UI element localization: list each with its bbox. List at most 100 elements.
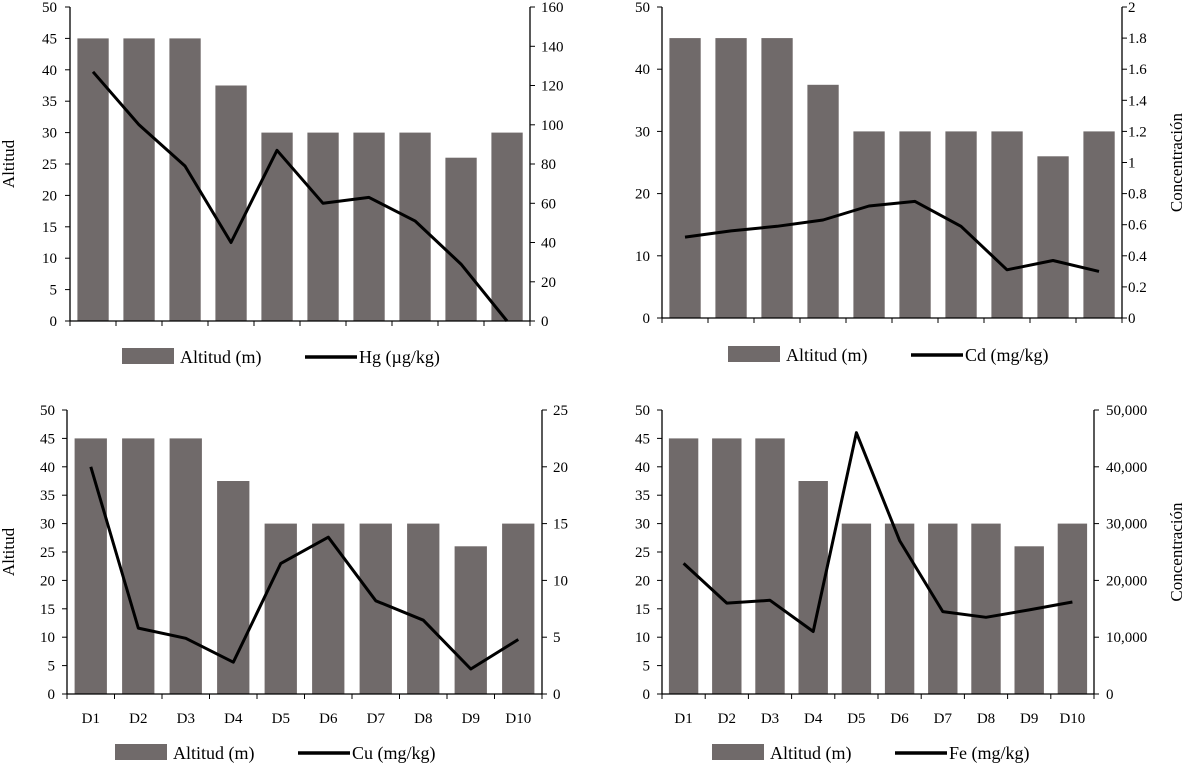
right-tick-label: 5 <box>553 630 561 646</box>
legend: Altitud (m) Cu (mg/kg) <box>115 743 436 764</box>
legend-label-bar: Altitud (m) <box>786 345 868 366</box>
x-tick-label-D3: D3 <box>177 711 195 727</box>
x-tick-label-D8: D8 <box>977 711 995 727</box>
chart-panel-4: D1 D2 D3 D4 D5 D6 D7 D8 D9 D10 0 5 10 15 20 25 30 35 40 45 5… <box>635 403 1186 764</box>
right-tick-label: 40,000 <box>1106 460 1147 476</box>
left-tick-label: 30 <box>42 126 57 142</box>
left-tick-label: 0 <box>643 311 651 327</box>
right-tick-label: 0 <box>1128 311 1136 327</box>
bar-altitud-D3 <box>169 38 201 322</box>
chart-panel-3: D1 D2 D3 D4 D5 D6 D7 D8 D9 D10 0 5 10 15 20 25 30 35 40 45 5… <box>0 403 568 764</box>
x-tick-label-D6: D6 <box>319 711 338 727</box>
x-tick-label-D1: D1 <box>674 711 692 727</box>
x-tick-label-D3: D3 <box>761 711 779 727</box>
right-tick-label: 20 <box>553 460 568 476</box>
bar-altitud-D7 <box>353 132 385 321</box>
bar-altitud-D5 <box>841 523 872 694</box>
x-tick-label-D1: D1 <box>82 711 100 727</box>
x-tick-label-D2: D2 <box>129 711 147 727</box>
left-tick-label: 0 <box>643 687 651 703</box>
legend: Altitud (m) Fe (mg/kg) <box>712 743 1030 764</box>
bar-altitud-D10 <box>1083 131 1115 318</box>
right-tick-label: 100 <box>541 118 564 134</box>
bar-altitud-D1 <box>77 38 109 322</box>
left-tick-label: 10 <box>42 251 57 267</box>
bar-altitud-D2 <box>123 38 155 322</box>
bar-altitud-D5 <box>853 131 885 318</box>
left-tick-label: 45 <box>635 431 650 447</box>
legend-label-line: Hg (µg/kg) <box>359 347 440 368</box>
right-tick-label: 0 <box>1106 687 1114 703</box>
legend-swatch-bar <box>115 744 167 760</box>
right-tick-label: 50,000 <box>1106 403 1147 419</box>
right-tick-label: 0.8 <box>1128 187 1147 203</box>
right-tick-label: 40 <box>541 236 556 252</box>
left-tick-label: 20 <box>635 573 650 589</box>
legend-label-line: Cu (mg/kg) <box>352 743 436 764</box>
left-tick-label: 35 <box>42 94 57 110</box>
left-tick-label: 40 <box>635 62 650 78</box>
bar-altitud-D7 <box>359 523 392 694</box>
x-tick-label-D4: D4 <box>804 711 823 727</box>
line-series-cu <box>89 466 520 671</box>
left-tick-label: 10 <box>635 630 650 646</box>
right-tick-label: 80 <box>541 157 556 173</box>
legend-swatch-bar <box>122 348 174 364</box>
right-tick-label: 60 <box>541 196 556 212</box>
left-tick-label: 45 <box>40 431 55 447</box>
bar-altitud-D6 <box>899 131 931 318</box>
left-tick-label: 10 <box>40 630 55 646</box>
right-tick-label: 0.6 <box>1128 218 1147 234</box>
left-axis-title: Altitud <box>0 139 18 188</box>
right-tick-label: 30,000 <box>1106 517 1147 533</box>
right-tick-label: 25 <box>553 403 568 419</box>
left-tick-label: 50 <box>635 0 650 16</box>
legend: Altitud (m) Hg (µg/kg) <box>122 347 440 368</box>
bar-altitud-D5 <box>264 523 297 694</box>
bar-altitud-D10 <box>491 132 523 321</box>
left-tick-label: 20 <box>40 573 55 589</box>
left-tick-label: 20 <box>42 188 57 204</box>
bar-altitud-D8 <box>991 131 1023 318</box>
bar-altitud-D6 <box>312 523 345 694</box>
x-tick-label-D10: D10 <box>1059 711 1085 727</box>
line-series-hg <box>91 70 509 322</box>
left-tick-label: 15 <box>42 220 57 236</box>
right-axis-title: Concentración <box>1167 112 1186 212</box>
bar-altitud-D3 <box>169 438 202 694</box>
bar-altitud-D4 <box>807 84 839 319</box>
bar-altitud-D1 <box>669 38 701 318</box>
right-tick-label: 20,000 <box>1106 573 1147 589</box>
right-tick-label: 120 <box>541 79 564 95</box>
legend: Altitud (m) Cd (mg/kg) <box>728 345 1049 366</box>
left-tick-label: 30 <box>635 124 650 140</box>
right-tick-label: 2 <box>1128 0 1136 16</box>
left-tick-label: 35 <box>40 488 55 504</box>
left-tick-label: 40 <box>42 63 57 79</box>
bar-altitud-D4 <box>217 481 250 694</box>
left-tick-label: 20 <box>635 187 650 203</box>
legend-swatch-bar <box>728 346 780 362</box>
line-series-cd <box>684 199 1100 273</box>
legend-label-bar: Altitud (m) <box>770 743 852 764</box>
bar-altitud-D3 <box>761 38 793 318</box>
bar-altitud-D6 <box>307 132 339 321</box>
x-tick-label-D5: D5 <box>272 711 290 727</box>
left-tick-label: 25 <box>635 545 650 561</box>
legend-label-bar: Altitud (m) <box>173 743 255 764</box>
chart-panel-1: 0 5 10 15 20 25 30 35 40 45 50 0 20 40 60 80 100 120 140 16… <box>0 0 564 368</box>
right-tick-label: 0 <box>541 314 549 330</box>
bar-altitud-D9 <box>1037 156 1069 318</box>
bar-altitud-D8 <box>971 523 1001 694</box>
right-tick-label: 0.2 <box>1128 280 1147 296</box>
left-tick-label: 35 <box>635 488 650 504</box>
legend-label-line: Cd (mg/kg) <box>965 345 1049 366</box>
right-tick-label: 140 <box>541 39 564 55</box>
right-tick-label: 20 <box>541 275 556 291</box>
bar-altitud-D8 <box>399 132 431 321</box>
left-tick-label: 50 <box>42 0 57 16</box>
left-tick-label: 5 <box>48 659 56 675</box>
bar-altitud-D3 <box>755 438 785 694</box>
bar-altitud-D9 <box>445 157 477 321</box>
